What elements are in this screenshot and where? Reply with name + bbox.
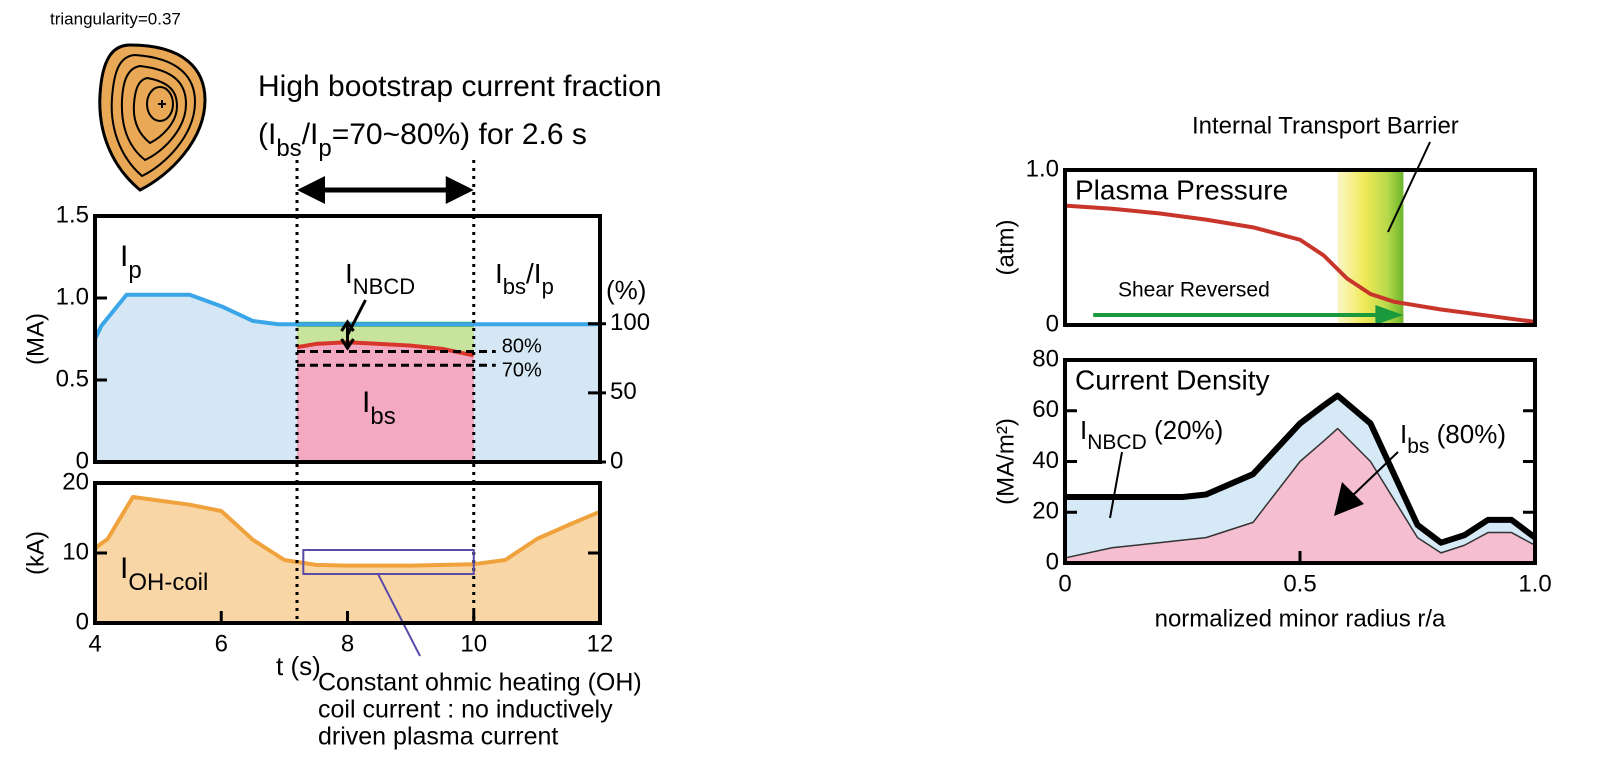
text-part: =70~80%) for 2.6 s bbox=[332, 118, 587, 151]
x-tick-label: 1.0 bbox=[1518, 570, 1551, 597]
text-part: I bbox=[120, 552, 128, 585]
y-tick-label: 1.5 bbox=[56, 201, 89, 228]
text-part: I bbox=[362, 386, 370, 419]
x-tick-label: 12 bbox=[587, 630, 614, 657]
x-axis-label: normalized minor radius r/a bbox=[1155, 605, 1446, 632]
text-part: (I bbox=[258, 118, 276, 151]
text-part: p bbox=[318, 135, 331, 162]
bs-label: Ibs (80%) bbox=[1400, 419, 1506, 458]
ip-label: Ip bbox=[120, 240, 142, 284]
text-part: NBCD bbox=[353, 274, 415, 299]
text-part: bs bbox=[370, 403, 395, 430]
headline: High bootstrap current fraction bbox=[258, 70, 662, 103]
x-tick-label: 0 bbox=[1058, 570, 1071, 597]
text-part: bs bbox=[503, 274, 526, 299]
note-line: driven plasma current bbox=[318, 723, 558, 751]
headline-2: (Ibs/Ip=70~80%) for 2.6 s bbox=[258, 118, 587, 162]
text-part: I bbox=[1080, 415, 1087, 445]
reference-label: 80% bbox=[502, 336, 542, 358]
text-part: /I bbox=[302, 118, 319, 151]
y-tick-label: 0 bbox=[76, 608, 89, 635]
x-axis-label: t (s) bbox=[276, 651, 321, 681]
text-part: p bbox=[542, 274, 554, 299]
y-tick-label: 20 bbox=[1032, 498, 1059, 525]
text-part: (80%) bbox=[1429, 419, 1506, 449]
y-tick-label: 0 bbox=[1046, 310, 1059, 337]
y-tick-label: 0 bbox=[1046, 548, 1059, 575]
x-tick-label: 4 bbox=[88, 630, 101, 657]
y2-axis-label: (%) bbox=[606, 275, 646, 305]
x-tick-label: 10 bbox=[460, 630, 487, 657]
reference-label: 70% bbox=[502, 360, 542, 382]
figure: triangularity=0.37 80%70% High bootstrap … bbox=[0, 0, 1619, 780]
text-part: I bbox=[345, 258, 353, 289]
y-tick-label: 40 bbox=[1032, 447, 1059, 474]
y-tick-label: 60 bbox=[1032, 396, 1059, 423]
y-tick-label: 80 bbox=[1032, 345, 1059, 372]
y-tick-label: 0.5 bbox=[56, 365, 89, 392]
series-line bbox=[1065, 206, 1535, 322]
x-tick-label: 8 bbox=[341, 630, 354, 657]
y-axis-label: (MA/m²) bbox=[992, 418, 1019, 505]
y-tick-label: 1.0 bbox=[1026, 155, 1059, 182]
plasma-shape bbox=[100, 45, 205, 190]
y2-tick-label: 100 bbox=[610, 309, 650, 336]
text-part: (20%) bbox=[1147, 415, 1224, 445]
text-part: OH-coil bbox=[128, 569, 208, 596]
text-part: I bbox=[120, 240, 128, 273]
area-fill bbox=[95, 497, 600, 623]
y2-tick-label: 0 bbox=[610, 447, 623, 474]
nbcd-label: INBCD bbox=[345, 258, 415, 299]
itb-label: Internal Transport Barrier bbox=[1192, 112, 1459, 139]
fraction-label: Ibs/Ip bbox=[495, 258, 554, 299]
x-tick-label: 6 bbox=[215, 630, 228, 657]
text-part: I bbox=[495, 258, 503, 289]
shear-label: Shear Reversed bbox=[1118, 279, 1270, 302]
text-part: p bbox=[128, 257, 141, 284]
y-tick-label: 1.0 bbox=[56, 283, 89, 310]
y-axis-label: (atm) bbox=[992, 220, 1019, 276]
y-axis-label: (kA) bbox=[22, 531, 49, 575]
panel-title: Plasma Pressure bbox=[1075, 174, 1288, 205]
y2-tick-label: 50 bbox=[610, 378, 637, 405]
note-line: Constant ohmic heating (OH) bbox=[318, 669, 642, 697]
y-tick-label: 20 bbox=[62, 468, 89, 495]
x-tick-label: 0.5 bbox=[1283, 570, 1316, 597]
y-tick-label: 10 bbox=[62, 538, 89, 565]
text-part: /I bbox=[526, 258, 542, 289]
panel-title: Current Density bbox=[1075, 364, 1270, 395]
text-part: NBCD bbox=[1087, 431, 1147, 454]
note-line: coil current : no inductively bbox=[318, 696, 613, 724]
triangularity: triangularity=0.37 bbox=[50, 9, 181, 28]
text-part: I bbox=[1400, 419, 1407, 449]
nbcd-label: INBCD (20%) bbox=[1080, 415, 1223, 454]
text-part: bs bbox=[276, 135, 301, 162]
y-axis-label: (MA) bbox=[22, 313, 49, 365]
text-part: bs bbox=[1407, 435, 1429, 458]
